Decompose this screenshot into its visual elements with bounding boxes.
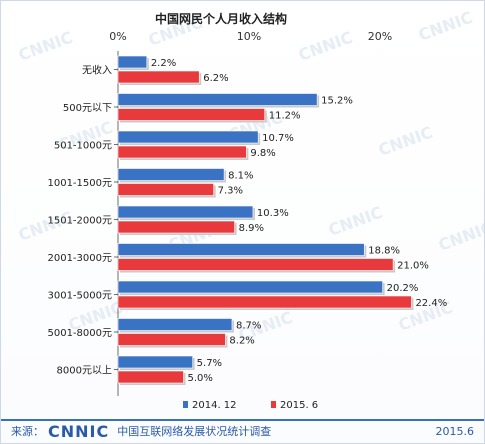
legend-swatch: [271, 401, 276, 408]
watermark-text: CNNIC: [416, 8, 475, 45]
data-label: 8.9%: [239, 223, 264, 234]
legend-swatch: [183, 401, 188, 408]
data-label: 15.2%: [321, 96, 353, 107]
data-label: 21.0%: [397, 261, 429, 272]
data-label: 9.8%: [250, 148, 275, 159]
category-label: 500元以下: [63, 103, 112, 114]
data-label: 18.8%: [368, 246, 400, 257]
data-label: 10.3%: [257, 208, 289, 219]
bar: [117, 333, 226, 346]
data-label: 7.3%: [218, 186, 243, 197]
watermark-text: CNNIC: [436, 218, 484, 255]
category-label: 2001-3000元: [47, 253, 112, 264]
data-label: 2.2%: [151, 58, 176, 69]
bar: [117, 258, 394, 271]
data-label: 22.4%: [415, 298, 447, 309]
category-label: 1001-1500元: [47, 178, 112, 189]
bar: [117, 220, 235, 234]
bar: [117, 55, 148, 69]
category-label: 3001-5000元: [47, 291, 112, 302]
x-tick-label: 0%: [109, 30, 126, 43]
bar: [117, 205, 254, 219]
source-org: 中国互联网络发展状况统计调查: [117, 425, 272, 438]
x-tick-label: 10%: [237, 30, 261, 43]
report-date: 2015.6: [435, 424, 475, 438]
bar: [117, 183, 214, 196]
data-label: 5.7%: [197, 358, 222, 369]
watermark-text: CNNIC: [326, 203, 385, 240]
data-label: 11.2%: [269, 111, 301, 122]
watermark-text: CNNIC: [296, 28, 355, 65]
legend-label: 2015. 6: [280, 400, 318, 411]
source-label: 来源：: [11, 425, 44, 438]
chart-title: 中国网民个人月收入结构: [155, 11, 287, 26]
x-tick-label: 20%: [368, 30, 392, 43]
bar: [117, 93, 318, 106]
bar: [117, 280, 383, 294]
data-label: 8.2%: [229, 336, 254, 347]
data-label: 20.2%: [387, 283, 419, 294]
bar: [117, 70, 200, 84]
data-label: 10.7%: [262, 133, 294, 144]
category-label: 5001-8000元: [47, 328, 112, 339]
category-label: 8000元以上: [57, 365, 112, 377]
watermark-text: CNNIC: [16, 28, 75, 65]
category-label: 无收入: [82, 64, 112, 77]
bar: [117, 295, 412, 309]
bar: [117, 168, 225, 181]
bar: [117, 243, 365, 256]
bar: [117, 370, 184, 384]
bar: [117, 318, 233, 331]
data-label: 6.2%: [203, 73, 228, 84]
data-label: 8.1%: [228, 171, 253, 182]
category-label: 1501-2000元: [47, 216, 112, 227]
bar: [117, 130, 259, 144]
bar: [117, 145, 247, 159]
category-label: 501-1000元: [54, 141, 112, 152]
bar: [117, 108, 266, 121]
data-label: 8.7%: [236, 321, 261, 332]
footer: 来源： CNNIC 中国互联网络发展状况统计调查 2015.6: [11, 421, 474, 441]
legend-label: 2014. 12: [192, 400, 237, 411]
data-label: 5.0%: [188, 373, 213, 384]
footer-divider: [1, 419, 484, 421]
cnnic-logo: CNNIC: [48, 421, 110, 441]
bar: [117, 355, 193, 369]
watermark-text: CNNIC: [376, 123, 435, 160]
